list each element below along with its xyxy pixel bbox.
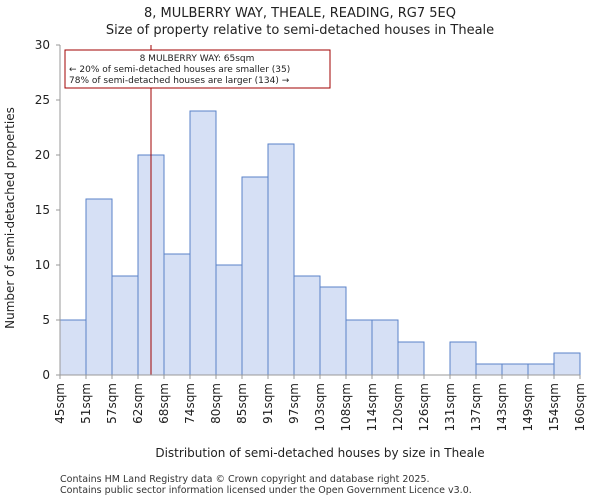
x-tick-label: 62sqm	[131, 383, 145, 424]
x-tick-label: 126sqm	[417, 383, 431, 431]
annotation-line-1: 8 MULBERRY WAY: 65sqm	[140, 54, 255, 64]
x-tick-label: 154sqm	[547, 383, 561, 431]
bar-103sqm	[319, 286, 347, 376]
x-tick-label: 149sqm	[521, 383, 535, 431]
x-tick-label: 91sqm	[261, 383, 275, 424]
x-tick-label: 85sqm	[235, 383, 249, 424]
y-tick-label: 5	[42, 313, 50, 327]
bar-68sqm	[163, 253, 191, 376]
footer-line-1: Contains HM Land Registry data © Crown c…	[60, 474, 430, 485]
bar-74sqm	[189, 110, 217, 376]
x-tick-label: 68sqm	[157, 383, 171, 424]
x-tick-label: 97sqm	[287, 383, 301, 424]
annotation-box: 8 MULBERRY WAY: 65sqm ← 20% of semi-deta…	[64, 49, 331, 89]
chart-subtitle: Size of property relative to semi-detach…	[106, 23, 494, 38]
x-tick-label: 103sqm	[313, 383, 327, 431]
bar-91sqm	[267, 143, 295, 376]
bar-143sqm	[501, 363, 529, 376]
bar-45sqm	[59, 319, 87, 376]
y-tick-label: 10	[35, 258, 50, 272]
y-tick-label: 0	[42, 368, 50, 382]
x-tick-label: 120sqm	[391, 383, 405, 431]
bar-108sqm	[345, 319, 373, 376]
bar-57sqm	[111, 275, 139, 376]
x-tick-label: 143sqm	[495, 383, 509, 431]
y-tick-label: 25	[35, 93, 50, 107]
y-axis-label: Number of semi-detached properties	[3, 107, 17, 329]
x-tick-label: 114sqm	[365, 383, 379, 431]
x-tick-label: 137sqm	[469, 383, 483, 431]
footer-line-2: Contains public sector information licen…	[60, 485, 472, 496]
bar-137sqm	[475, 363, 503, 376]
x-tick-label: 160sqm	[573, 383, 587, 431]
bar-149sqm	[527, 363, 555, 376]
bar-51sqm	[85, 198, 113, 376]
chart-title: 8, MULBERRY WAY, THEALE, READING, RG7 5E…	[144, 6, 456, 21]
annotation-line-2: ← 20% of semi-detached houses are smalle…	[69, 65, 290, 75]
bar-80sqm	[215, 264, 243, 376]
x-tick-label: 131sqm	[443, 383, 457, 431]
annotation-border	[64, 49, 331, 89]
bar-154sqm	[553, 352, 581, 376]
y-tick-label: 30	[35, 38, 50, 52]
x-tick-label: 74sqm	[183, 383, 197, 424]
x-tick-label: 57sqm	[105, 383, 119, 424]
bar-131sqm	[449, 341, 477, 376]
x-tick-label: 108sqm	[339, 383, 353, 431]
x-tick-label: 80sqm	[209, 383, 223, 424]
y-tick-label: 15	[35, 203, 50, 217]
bar-114sqm	[371, 319, 399, 376]
bar-85sqm	[241, 176, 269, 376]
x-axis-ticks: 45sqm 51sqm 57sqm 62sqm 68sqm 74sqm 80sqm 85sqm…	[53, 375, 587, 431]
bar-97sqm	[293, 275, 321, 376]
x-tick-label: 45sqm	[53, 383, 67, 424]
x-tick-label: 51sqm	[79, 383, 93, 424]
y-tick-label: 20	[35, 148, 50, 162]
bars-group	[59, 110, 581, 376]
y-axis-ticks: 0 5 10 15 20 25 30	[35, 38, 60, 382]
x-axis-label: Distribution of semi-detached houses by …	[155, 446, 484, 460]
annotation-line-3: 78% of semi-detached houses are larger (…	[69, 76, 290, 86]
bar-120sqm	[397, 341, 425, 376]
